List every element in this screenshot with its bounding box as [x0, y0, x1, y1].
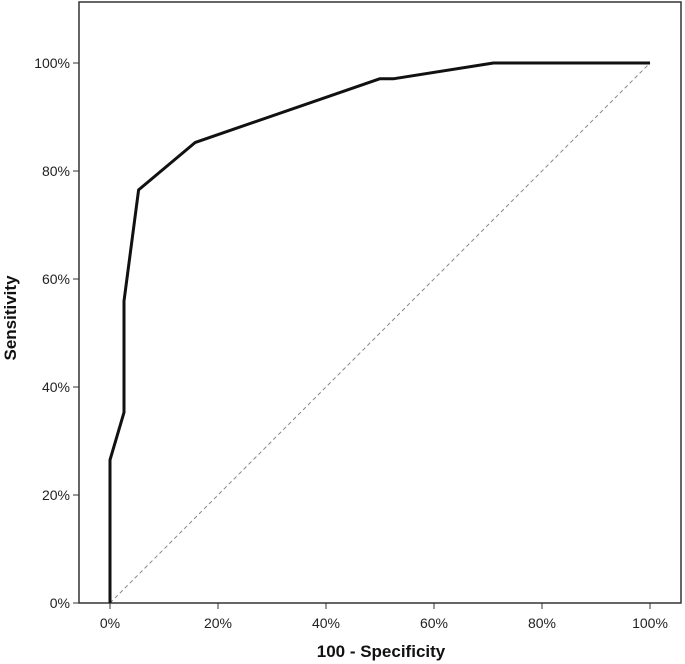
x-axis-title: 100 - Specificity	[317, 642, 446, 661]
series-layer	[108, 61, 651, 604]
y-tick-label: 80%	[42, 163, 70, 179]
y-tick-label: 60%	[42, 271, 70, 287]
x-axis-ticks: 0% 20% 40% 60% 80% 100%	[100, 603, 668, 631]
x-tick-label: 100%	[632, 615, 668, 631]
y-axis-title: Sensitivity	[1, 275, 20, 361]
y-tick-label: 40%	[42, 379, 70, 395]
y-tick-label: 0%	[50, 595, 70, 611]
x-tick-label: 60%	[420, 615, 448, 631]
roc-curve-line	[108, 61, 650, 603]
x-tick-label: 0%	[100, 615, 120, 631]
y-axis-ticks: 0% 20% 40% 60% 80% 100%	[34, 55, 79, 611]
y-tick-label: 100%	[34, 55, 70, 71]
x-tick-label: 80%	[528, 615, 556, 631]
plot-frame	[78, 1, 682, 604]
x-tick-label: 20%	[204, 615, 232, 631]
y-tick-label: 20%	[42, 487, 70, 503]
reference-diagonal-line	[109, 62, 651, 604]
x-tick-label: 40%	[312, 615, 340, 631]
